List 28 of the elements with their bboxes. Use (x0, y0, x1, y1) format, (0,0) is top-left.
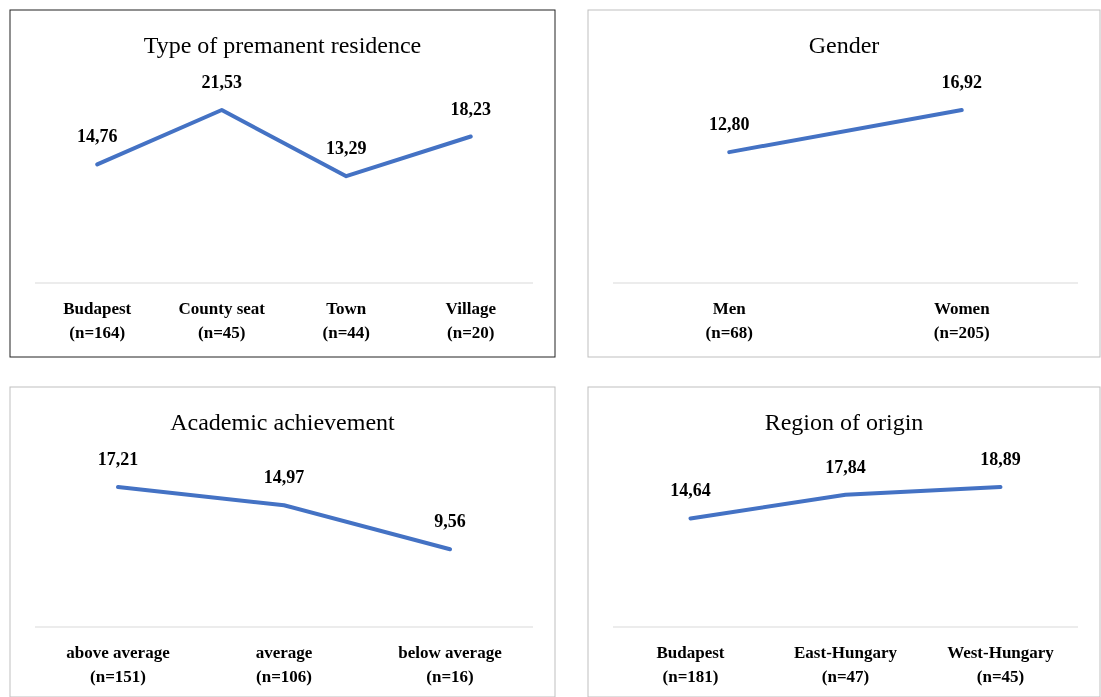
data-label: 17,84 (825, 456, 866, 477)
x-tick-label: average (n=106) (255, 643, 313, 686)
x-tick-label: Village (n=20) (445, 299, 497, 342)
chart-title: Region of origin (764, 409, 924, 435)
x-tick-label: Town (n=44) (322, 299, 370, 342)
data-label: 21,53 (201, 72, 242, 92)
x-tick-label: Budapest (n=164) (63, 299, 132, 342)
data-label: 16,92 (941, 72, 982, 92)
chart-title: Gender (808, 32, 880, 58)
data-label: 14,76 (77, 126, 118, 147)
data-label: 14,64 (670, 480, 711, 501)
x-tick-label: Women (n=205) (933, 299, 991, 342)
chart-title: Academic achievement (170, 409, 396, 435)
x-tick-label: County seat (n=45) (178, 299, 266, 342)
data-label: 9,56 (434, 511, 466, 532)
x-tick-label: below average (n=16) (398, 643, 503, 686)
data-label: 12,80 (709, 114, 750, 135)
x-tick-label: above average (n=151) (66, 643, 171, 686)
x-tick-label: West-Hungary (n=45) (947, 643, 1055, 686)
data-label: 18,23 (450, 98, 491, 119)
data-label: 18,89 (980, 449, 1021, 469)
data-label: 17,21 (97, 449, 139, 469)
x-tick-label: Budapest (n=181) (656, 643, 725, 686)
data-label: 14,97 (263, 467, 305, 488)
data-label: 13,29 (326, 138, 367, 159)
chart-title: Type of premanent residence (143, 32, 422, 58)
x-tick-label: Men (n=68) (705, 299, 753, 342)
x-tick-label: East-Hungary (n=47) (794, 643, 898, 686)
